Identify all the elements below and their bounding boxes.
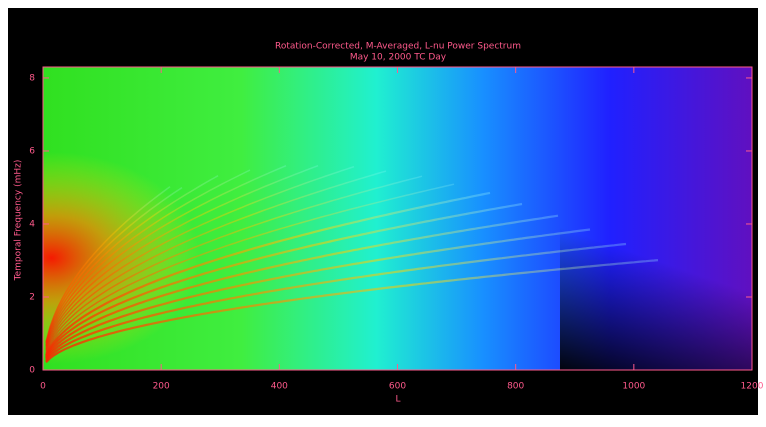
ridge xyxy=(45,228,591,361)
x-tick-label: 1200 xyxy=(741,382,764,392)
ridge xyxy=(45,164,319,349)
ridge xyxy=(45,165,287,348)
ridge xyxy=(45,259,659,364)
y-axis-label: Temporal Frequency (mHz) xyxy=(14,160,24,282)
y-tick-label: 8 xyxy=(29,73,35,83)
ridge xyxy=(45,191,491,357)
x-tick-label: 800 xyxy=(507,382,524,392)
y-tick-label: 2 xyxy=(29,292,35,302)
x-tick-label: 0 xyxy=(40,382,46,392)
ridge xyxy=(45,186,171,342)
y-tick-label: 0 xyxy=(29,366,35,376)
x-tick-label: 600 xyxy=(389,382,406,392)
chart-title: Rotation-Corrected, M-Averaged, L-nu Pow… xyxy=(275,42,521,52)
ridge xyxy=(45,169,251,347)
x-tick-label: 200 xyxy=(153,382,170,392)
ridge xyxy=(45,242,627,362)
ridge xyxy=(45,175,423,354)
ridge xyxy=(45,165,355,351)
ridge xyxy=(45,183,455,355)
x-axis-label: L xyxy=(395,395,400,405)
ridge xyxy=(45,175,219,345)
ridge xyxy=(45,214,559,359)
spectrum-image xyxy=(43,67,752,370)
x-tick-label: 1000 xyxy=(622,382,645,392)
ridge xyxy=(45,202,523,358)
ridge xyxy=(45,170,387,352)
spectrum-dark xyxy=(560,220,752,370)
x-tick-label: 400 xyxy=(271,382,288,392)
chart-subtitle: May 10, 2000 TC Day xyxy=(350,53,447,63)
y-tick-label: 6 xyxy=(29,146,35,156)
y-tick-label: 4 xyxy=(29,219,35,229)
ridge xyxy=(45,186,183,344)
